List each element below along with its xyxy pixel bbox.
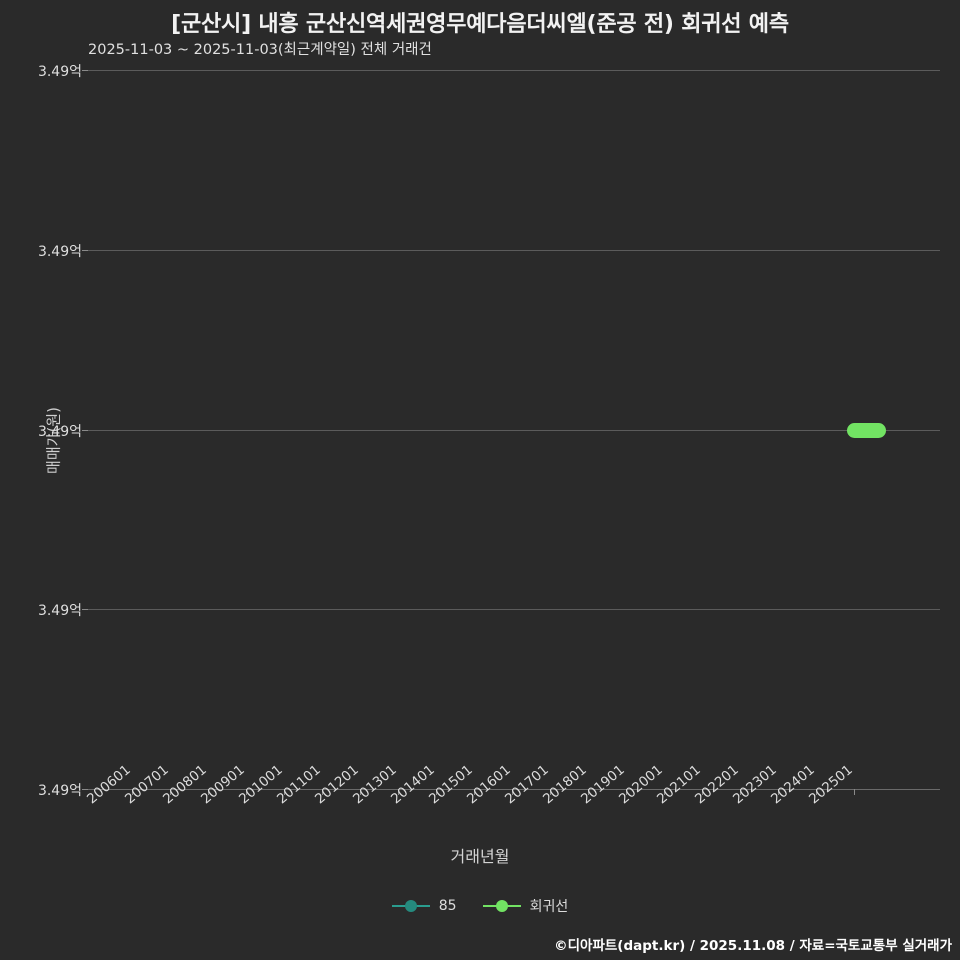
y-tick-mark [82, 789, 88, 790]
chart-subtitle: 2025-11-03 ~ 2025-11-03(최근계약일) 전체 거래건 [88, 42, 432, 58]
y-tick-label: 3.49억 [37, 244, 82, 260]
x-tick-mark [550, 789, 551, 795]
legend-item[interactable]: 85 [391, 898, 457, 914]
x-tick-mark [740, 789, 741, 795]
x-tick-mark [474, 789, 475, 795]
y-tick-label: 3.49억 [37, 64, 82, 80]
plot-area [88, 70, 940, 789]
legend-label: 회귀선 [529, 899, 569, 915]
legend-marker-icon [495, 900, 508, 912]
y-tick-label: 3.49억 [37, 783, 82, 799]
x-tick-mark [132, 789, 133, 795]
x-tick-mark [360, 789, 361, 795]
x-tick-mark [436, 789, 437, 795]
x-tick-mark [208, 789, 209, 795]
x-tick-mark [816, 789, 817, 795]
x-tick-mark [702, 789, 703, 795]
gridline-horizontal [88, 250, 940, 251]
chart-legend: 85 회귀선 [0, 896, 960, 916]
chart-title: [군산시] 내흥 군산신역세권영무예다음더씨엘(준공 전) 회귀선 예측 [171, 12, 789, 37]
legend-swatch-icon [391, 899, 430, 913]
x-tick-mark [664, 789, 665, 795]
gridline-horizontal [88, 430, 940, 431]
footer-credit: ©디아파트(dapt.kr) / 2025.11.08 / 자료=국토교통부 실… [554, 938, 952, 954]
gridline-horizontal [88, 609, 940, 610]
x-tick-mark [512, 789, 513, 795]
x-axis-title: 거래년월 [450, 847, 510, 866]
legend-item[interactable]: 회귀선 [482, 896, 569, 916]
x-tick-mark [588, 789, 589, 795]
x-tick-mark [170, 789, 171, 795]
legend-swatch-icon [482, 899, 521, 913]
x-tick-mark [284, 789, 285, 795]
legend-label: 85 [438, 898, 457, 914]
gridline-horizontal [88, 70, 940, 71]
y-tick-mark [82, 609, 88, 610]
x-axis-line [88, 789, 940, 790]
y-tick-mark [82, 250, 88, 251]
legend-marker-icon [404, 900, 417, 912]
y-tick-mark [82, 430, 88, 431]
x-tick-mark [854, 789, 855, 795]
x-tick-mark [398, 789, 399, 795]
x-tick-mark [626, 789, 627, 795]
y-tick-label: 3.49억 [37, 603, 82, 619]
y-tick-mark [82, 70, 88, 71]
x-tick-mark [778, 789, 779, 795]
y-tick-label: 3.49억 [37, 424, 82, 440]
regression-data-point [847, 423, 886, 438]
x-tick-mark [246, 789, 247, 795]
x-tick-mark [322, 789, 323, 795]
